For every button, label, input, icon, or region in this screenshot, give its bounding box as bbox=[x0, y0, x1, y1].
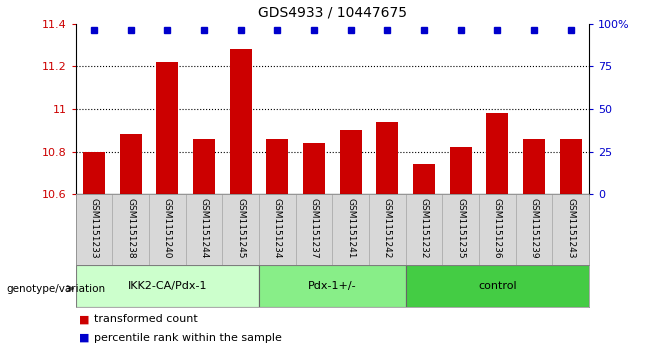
Bar bbox=[376, 122, 398, 194]
Text: GSM1151242: GSM1151242 bbox=[383, 198, 392, 258]
Bar bbox=[405, 265, 589, 307]
Text: Pdx-1+/-: Pdx-1+/- bbox=[308, 281, 357, 291]
Text: percentile rank within the sample: percentile rank within the sample bbox=[94, 333, 282, 343]
Bar bbox=[559, 139, 582, 194]
Text: GSM1151238: GSM1151238 bbox=[126, 198, 135, 258]
Bar bbox=[479, 194, 516, 265]
Bar bbox=[303, 143, 325, 194]
Text: GSM1151237: GSM1151237 bbox=[309, 198, 318, 258]
Text: IKK2-CA/Pdx-1: IKK2-CA/Pdx-1 bbox=[128, 281, 207, 291]
Bar bbox=[413, 164, 435, 194]
Bar bbox=[186, 194, 222, 265]
Text: GSM1151232: GSM1151232 bbox=[419, 198, 428, 258]
Bar bbox=[149, 194, 186, 265]
Text: ■: ■ bbox=[79, 314, 89, 325]
Text: GSM1151234: GSM1151234 bbox=[273, 198, 282, 258]
Bar bbox=[449, 147, 472, 194]
Bar bbox=[230, 49, 251, 194]
Bar bbox=[405, 194, 442, 265]
Bar bbox=[486, 113, 508, 194]
Text: control: control bbox=[478, 281, 517, 291]
Text: genotype/variation: genotype/variation bbox=[7, 284, 106, 294]
Text: GSM1151240: GSM1151240 bbox=[163, 198, 172, 258]
Text: GSM1151241: GSM1151241 bbox=[346, 198, 355, 258]
Bar bbox=[120, 134, 141, 194]
Text: GSM1151233: GSM1151233 bbox=[89, 198, 99, 258]
Text: GSM1151236: GSM1151236 bbox=[493, 198, 502, 258]
Text: GSM1151245: GSM1151245 bbox=[236, 198, 245, 258]
Bar bbox=[83, 151, 105, 194]
Bar bbox=[259, 265, 405, 307]
Bar bbox=[340, 130, 362, 194]
Bar bbox=[523, 139, 545, 194]
Title: GDS4933 / 10447675: GDS4933 / 10447675 bbox=[258, 6, 407, 20]
Bar bbox=[259, 194, 295, 265]
Text: GSM1151244: GSM1151244 bbox=[199, 198, 209, 258]
Bar bbox=[266, 139, 288, 194]
Bar bbox=[516, 194, 552, 265]
Bar bbox=[442, 194, 479, 265]
Text: GSM1151239: GSM1151239 bbox=[530, 198, 538, 258]
Bar bbox=[193, 139, 215, 194]
Text: GSM1151235: GSM1151235 bbox=[456, 198, 465, 258]
Text: transformed count: transformed count bbox=[94, 314, 198, 325]
Bar bbox=[295, 194, 332, 265]
Bar bbox=[552, 194, 589, 265]
Bar bbox=[113, 194, 149, 265]
Bar bbox=[157, 62, 178, 194]
Text: GSM1151243: GSM1151243 bbox=[566, 198, 575, 258]
Bar bbox=[76, 265, 259, 307]
Bar bbox=[222, 194, 259, 265]
Bar bbox=[369, 194, 405, 265]
Bar bbox=[76, 194, 113, 265]
Text: ■: ■ bbox=[79, 333, 89, 343]
Bar bbox=[332, 194, 369, 265]
